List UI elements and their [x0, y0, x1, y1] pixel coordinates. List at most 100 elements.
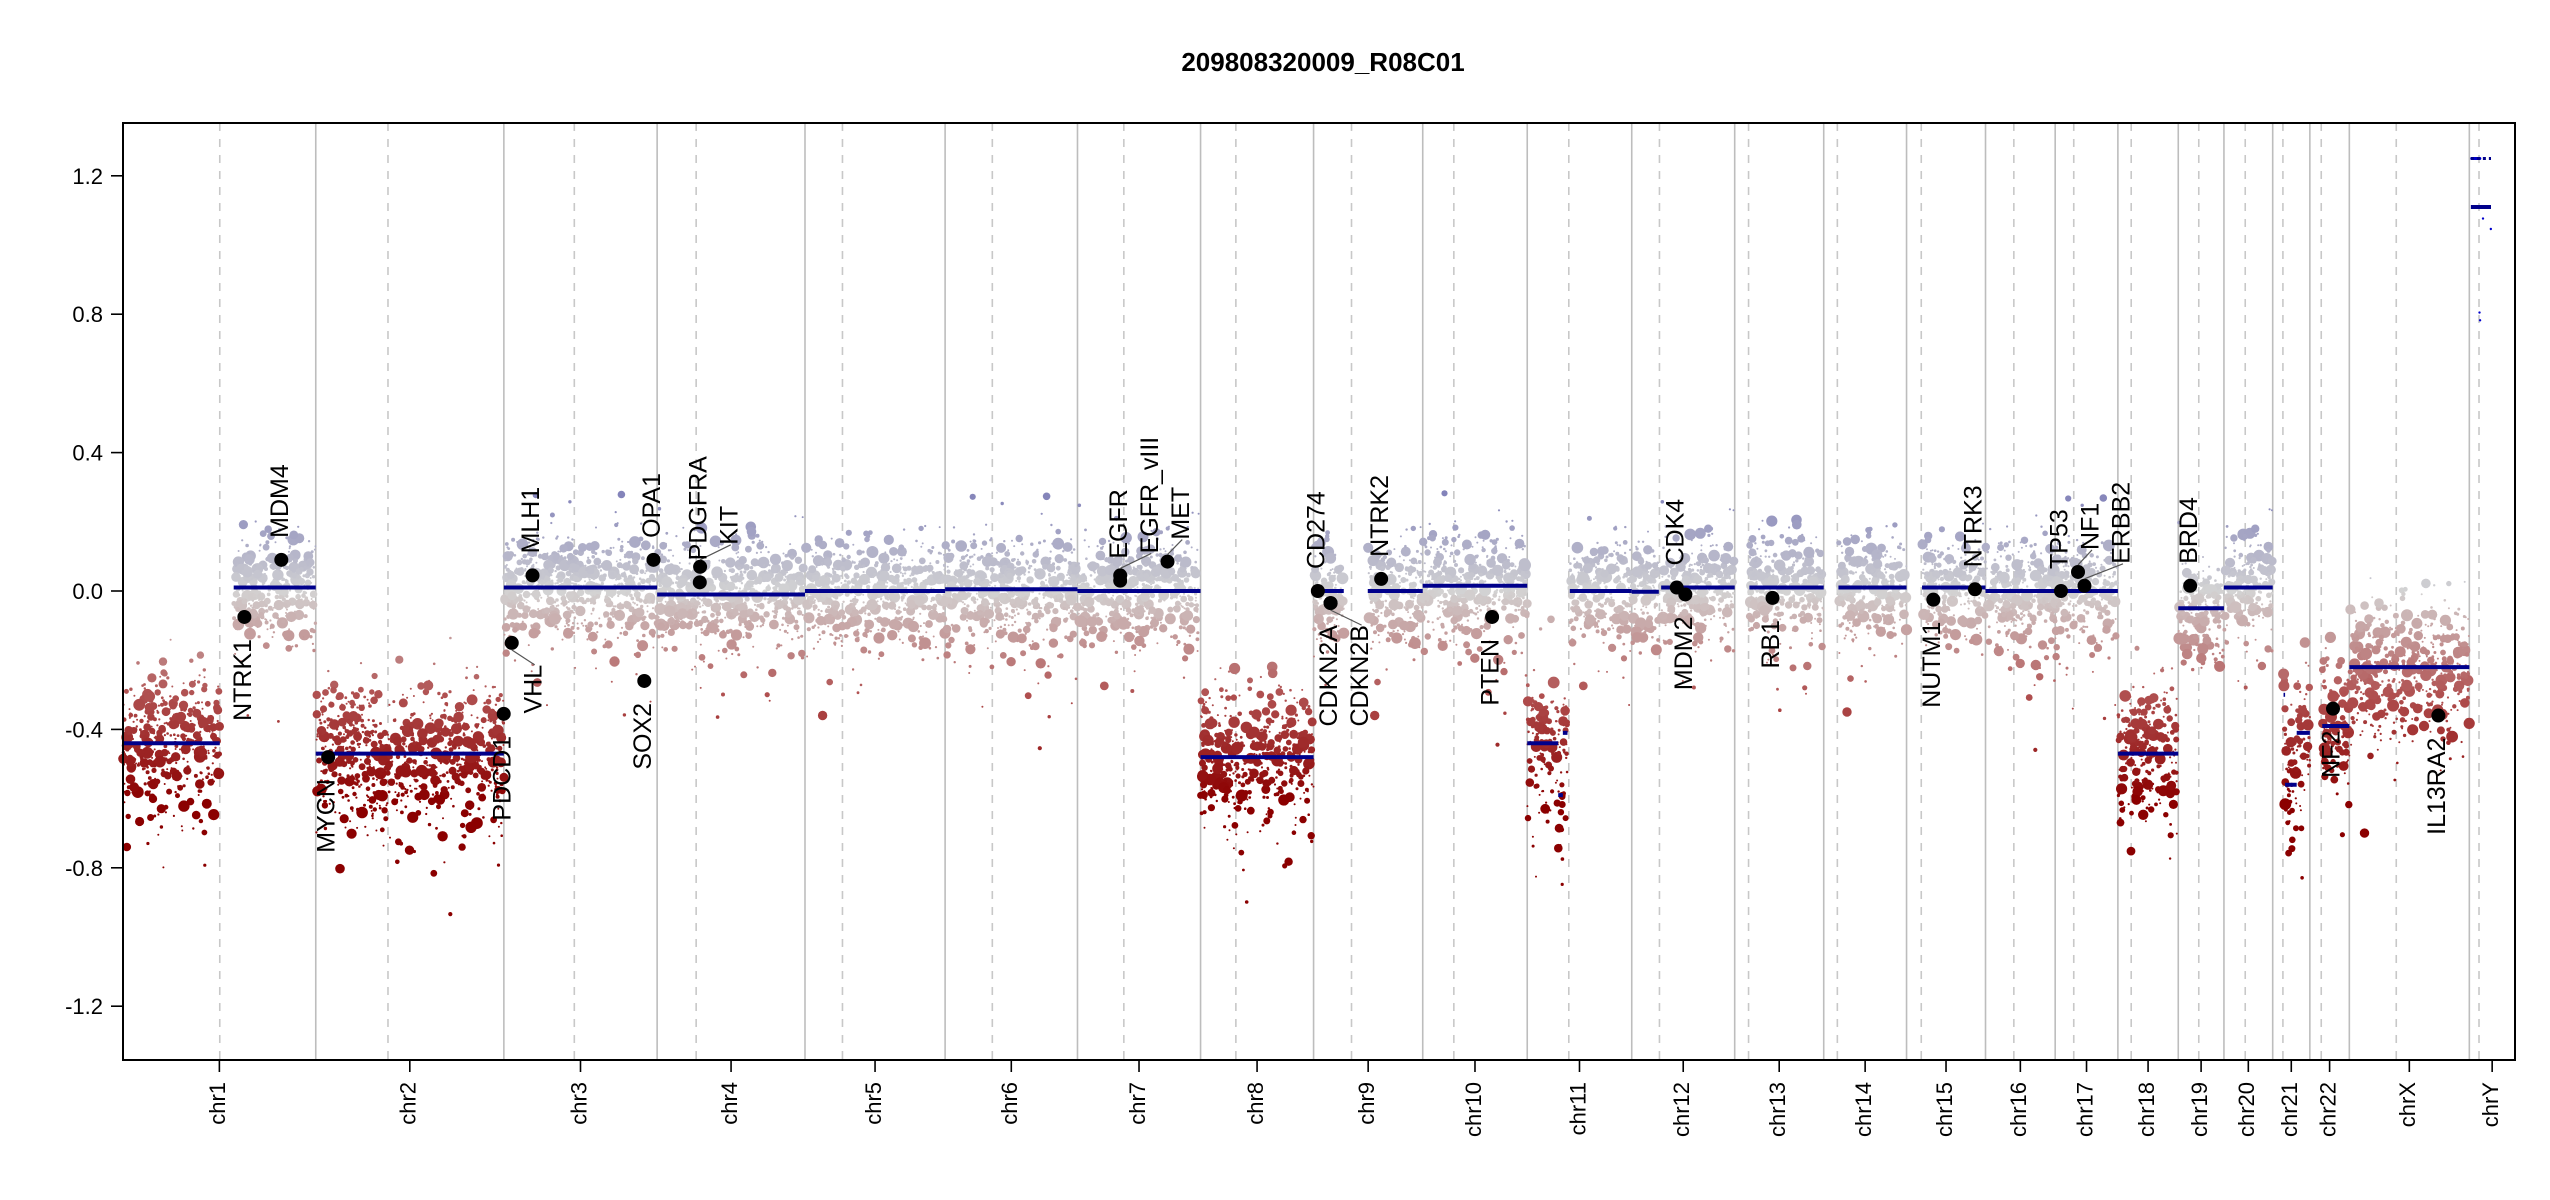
probe-point [1043, 607, 1048, 612]
probe-point [768, 699, 771, 702]
probe-point [1120, 607, 1123, 611]
probe-point [1193, 586, 1196, 590]
probe-point [630, 596, 635, 601]
probe-point [783, 578, 787, 582]
probe-point [406, 795, 409, 798]
probe-point [1267, 699, 1277, 709]
probe-point [1268, 776, 1276, 784]
probe-point [827, 625, 830, 628]
probe-point [414, 762, 417, 765]
probe-point [611, 607, 616, 613]
probe-point [738, 556, 747, 565]
probe-point [418, 789, 430, 801]
probe-point [973, 577, 981, 586]
probe-point [1194, 560, 1197, 564]
probe-point [873, 632, 885, 644]
probe-point [504, 597, 507, 600]
probe-point [851, 560, 854, 563]
probe-point [640, 578, 646, 585]
probe-point [969, 540, 972, 543]
probe-point [1193, 603, 1196, 607]
probe-point [344, 729, 349, 733]
probe-point [146, 725, 151, 730]
probe-point [300, 538, 303, 540]
probe-point [180, 825, 183, 828]
probe-point [1207, 804, 1215, 812]
probe-point [400, 736, 407, 743]
probe-point [622, 630, 629, 636]
probe-point [809, 596, 813, 600]
probe-point [252, 599, 254, 602]
probe-point [507, 602, 513, 607]
probe-point [366, 834, 369, 837]
probe-point [670, 604, 673, 607]
probe-point [203, 863, 207, 867]
probe-point [1017, 612, 1020, 615]
probe-point [202, 682, 208, 689]
probe-point [477, 807, 480, 810]
probe-point [1182, 592, 1186, 595]
probe-point [269, 619, 272, 622]
probe-point [490, 737, 493, 740]
probe-point [1312, 785, 1315, 788]
probe-point [281, 597, 286, 602]
probe-point [148, 790, 151, 793]
probe-point [271, 608, 274, 612]
probe-point [837, 637, 841, 640]
probe-point [162, 701, 168, 706]
probe-point [1018, 580, 1021, 583]
probe-point [444, 746, 447, 749]
probe-point [1010, 608, 1015, 613]
probe-point [539, 553, 541, 556]
probe-point [1016, 640, 1019, 643]
probe-point [1013, 558, 1016, 561]
probe-point [944, 635, 947, 638]
probe-point [843, 579, 847, 583]
probe-point [938, 601, 942, 605]
probe-point [879, 570, 890, 582]
probe-point [932, 614, 935, 617]
probe-point [1289, 767, 1293, 771]
probe-point [314, 545, 317, 548]
probe-point [849, 599, 853, 603]
probe-point [616, 603, 623, 610]
probe-point [1070, 575, 1076, 582]
probe-point [625, 591, 629, 596]
probe-point [521, 611, 529, 620]
probe-point [408, 743, 412, 747]
probe-point [1297, 719, 1300, 722]
probe-point [169, 695, 172, 698]
probe-point [135, 725, 138, 728]
probe-point [1234, 733, 1238, 737]
probe-point [1093, 596, 1098, 600]
probe-point [262, 543, 270, 551]
probe-point [1286, 728, 1290, 732]
probe-point [651, 633, 656, 638]
probe-point [556, 535, 559, 538]
probe-point [945, 543, 950, 548]
probe-point [319, 779, 323, 783]
probe-point [288, 574, 292, 577]
probe-point [619, 587, 627, 595]
probe-point [187, 712, 193, 717]
probe-point [440, 838, 443, 841]
probe-point [1279, 761, 1282, 764]
probe-point [744, 602, 747, 605]
probe-point [832, 552, 836, 556]
probe-point [908, 606, 911, 608]
probe-point [489, 719, 493, 723]
probe-point [844, 634, 848, 638]
probe-point [1064, 619, 1067, 623]
probe-point [385, 760, 394, 769]
probe-point [699, 686, 702, 689]
probe-point [1104, 593, 1106, 596]
probe-point [902, 528, 906, 531]
probe-point [530, 670, 533, 673]
probe-point [609, 656, 620, 667]
probe-point [439, 774, 442, 777]
probe-point [612, 615, 615, 618]
probe-point [971, 555, 974, 558]
probe-point [614, 522, 619, 528]
probe-point [313, 548, 316, 551]
probe-point [346, 758, 352, 764]
